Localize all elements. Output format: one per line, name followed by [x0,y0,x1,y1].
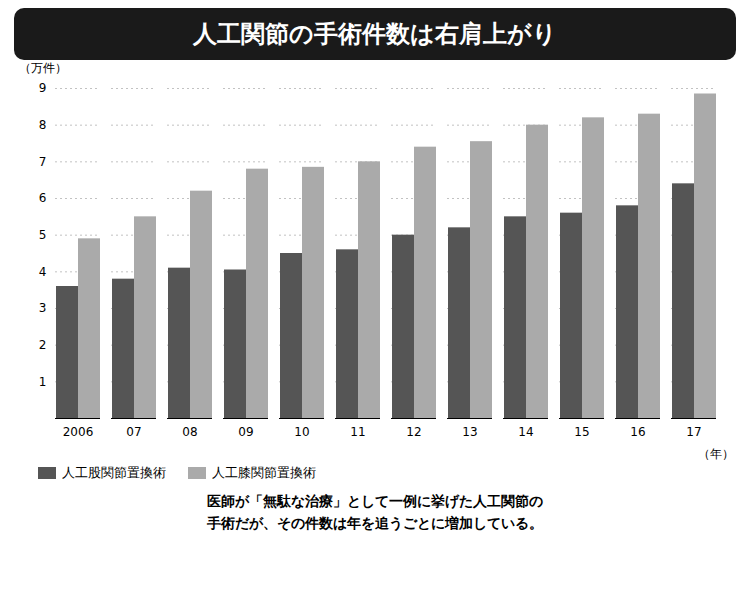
svg-text:09: 09 [238,425,253,439]
svg-text:10: 10 [294,425,309,439]
svg-text:12: 12 [406,425,421,439]
svg-text:17: 17 [686,425,701,439]
html-text:医師が「無駄な治療」として一例に挙げた人工関節の: 医師が「無駄な治療」として一例に挙げた人工関節の [207,493,543,509]
html-text:人工股関節置換術: 人工股関節置換術 [62,465,166,480]
svg-text:6: 6 [39,191,47,205]
svg-text:14: 14 [518,425,533,439]
svg-text:13: 13 [462,425,477,439]
svg-text:1: 1 [39,375,47,389]
svg-text:7: 7 [39,155,47,169]
svg-text:（年）: （年） [698,447,734,461]
svg-text:4: 4 [39,265,47,279]
svg-text:9: 9 [39,81,47,95]
svg-text:11: 11 [350,425,365,439]
html-text:手術だが、その件数は年を追うごとに増加している。: 手術だが、その件数は年を追うごとに増加している。 [207,515,543,532]
svg-text:5: 5 [39,228,47,242]
svg-text:2006: 2006 [63,425,94,439]
svg-text:16: 16 [630,425,645,439]
html-text:人工関節の手術件数は右肩上がり: 人工関節の手術件数は右肩上がり [193,20,557,48]
svg-text:08: 08 [182,425,197,439]
svg-text:（万件）: （万件） [19,61,67,75]
svg-text:2: 2 [39,338,47,352]
svg-text:15: 15 [574,425,589,439]
svg-text:8: 8 [39,118,47,132]
svg-text:3: 3 [39,301,47,315]
svg-text:07: 07 [126,425,141,439]
html-text:人工膝関節置換術: 人工膝関節置換術 [212,465,316,480]
